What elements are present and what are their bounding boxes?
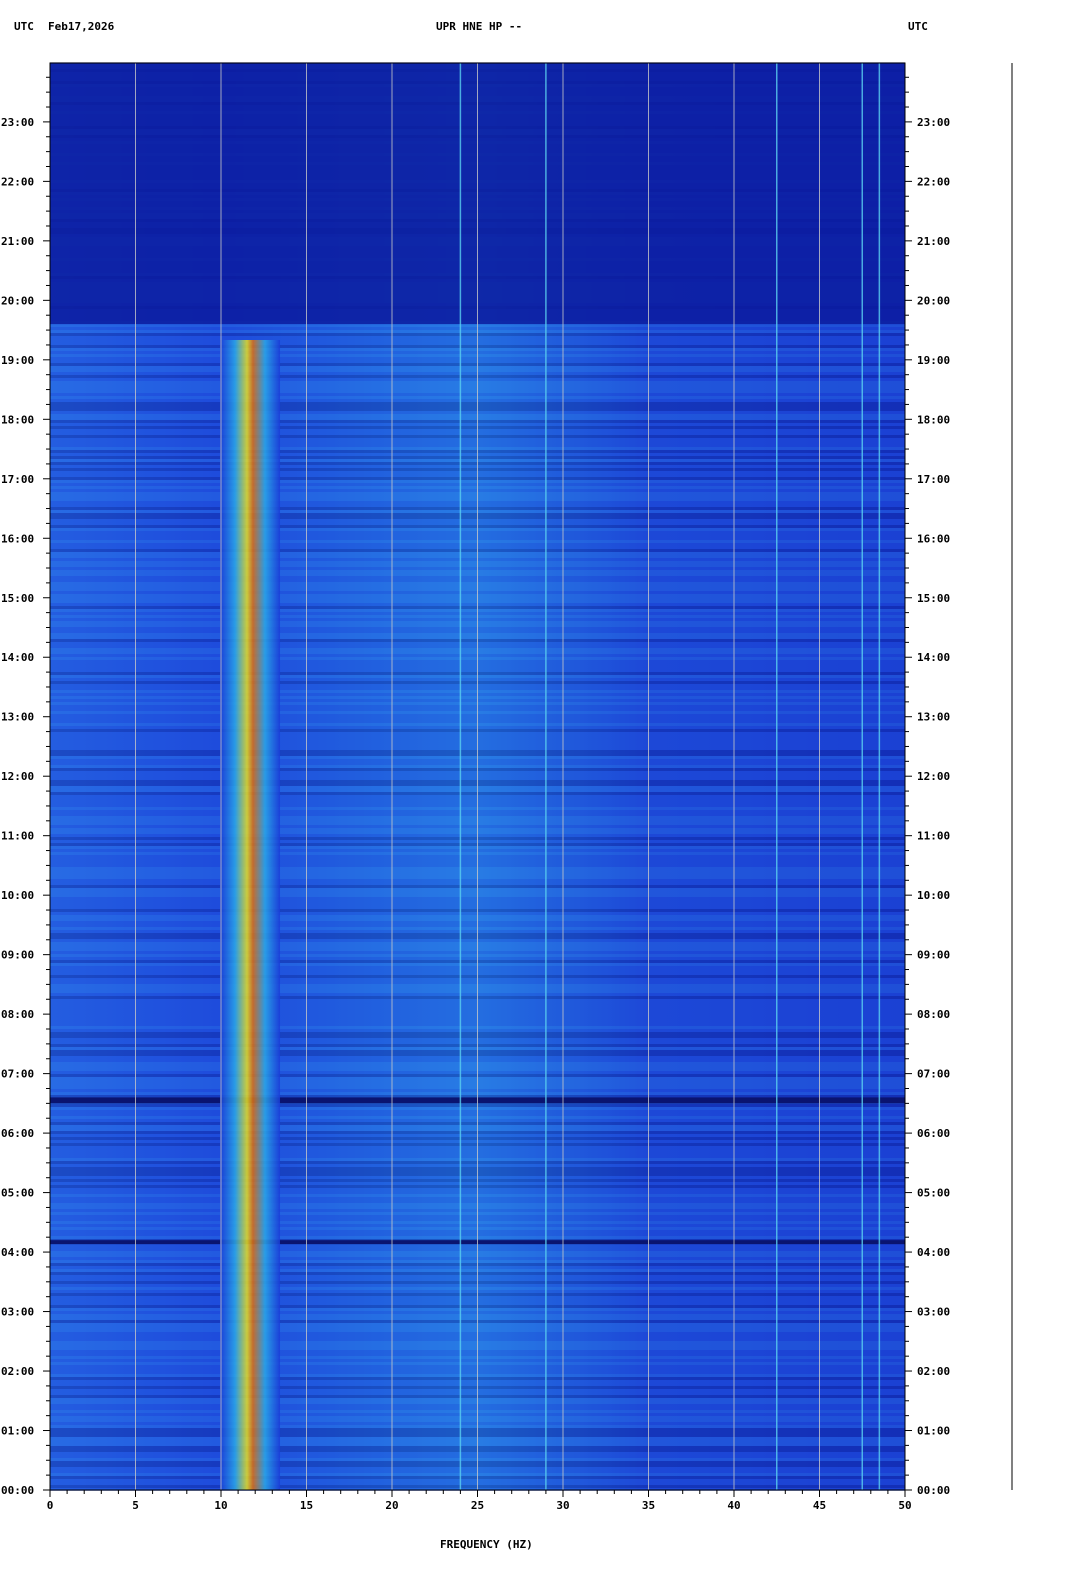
y-tick-label: 07:00 bbox=[917, 1068, 950, 1081]
y-tick-label: 00:00 bbox=[917, 1484, 950, 1497]
x-tick-label: 15 bbox=[300, 1499, 313, 1512]
y-tick-label: 14:00 bbox=[1, 651, 34, 664]
y-tick-label: 09:00 bbox=[1, 949, 34, 962]
y-tick-label: 10:00 bbox=[917, 889, 950, 902]
x-tick-label: 5 bbox=[132, 1499, 139, 1512]
y-tick-label: 17:00 bbox=[1, 473, 34, 486]
y-tick-label: 06:00 bbox=[917, 1127, 950, 1140]
time-axis-right: 00:00 01:00 02:00 03:00 04:00 05:00 06:00 07:00… bbox=[905, 76, 950, 1497]
y-tick-label: 08:00 bbox=[1, 1008, 34, 1021]
y-tick-label: 22:00 bbox=[1, 175, 34, 188]
y-tick-label: 21:00 bbox=[1, 235, 34, 248]
y-tick-label: 22:00 bbox=[917, 175, 950, 188]
plot-area bbox=[49, 62, 906, 1491]
utc-label-left: UTC bbox=[14, 20, 34, 33]
y-tick-label: 04:00 bbox=[1, 1246, 34, 1259]
y-tick-label: 16:00 bbox=[1, 532, 34, 545]
y-tick-label: 20:00 bbox=[917, 294, 950, 307]
y-tick-label: 23:00 bbox=[917, 116, 950, 129]
y-tick-label: 05:00 bbox=[917, 1187, 950, 1200]
y-tick-label: 23:00 bbox=[1, 116, 34, 129]
y-tick-label: 19:00 bbox=[917, 354, 950, 367]
y-tick-label: 02:00 bbox=[917, 1365, 950, 1378]
x-tick-label: 40 bbox=[727, 1499, 740, 1512]
y-tick-label: 19:00 bbox=[1, 354, 34, 367]
spectral-lines bbox=[459, 63, 881, 1490]
y-tick-label: 01:00 bbox=[1, 1425, 34, 1438]
x-axis-label: FREQUENCY (HZ) bbox=[440, 1538, 533, 1551]
y-tick-label: 02:00 bbox=[1, 1365, 34, 1378]
y-tick-label: 15:00 bbox=[1, 592, 34, 605]
y-tick-label: 11:00 bbox=[917, 830, 950, 843]
y-tick-label: 21:00 bbox=[917, 235, 950, 248]
y-tick-label: 13:00 bbox=[1, 711, 34, 724]
time-axis-left: 00:00 01:00 02:00 03:00 04:00 05:00 06:00 07:00… bbox=[1, 76, 50, 1497]
y-tick-label: 03:00 bbox=[1, 1306, 34, 1319]
y-tick-label: 15:00 bbox=[917, 592, 950, 605]
y-tick-label: 12:00 bbox=[1, 770, 34, 783]
y-tick-label: 13:00 bbox=[917, 711, 950, 724]
y-tick-label: 17:00 bbox=[917, 473, 950, 486]
y-tick-label: 03:00 bbox=[917, 1306, 950, 1319]
utc-label-right: UTC bbox=[908, 20, 928, 33]
y-tick-label: 12:00 bbox=[917, 770, 950, 783]
energy-band bbox=[220, 340, 280, 1490]
y-tick-label: 14:00 bbox=[917, 651, 950, 664]
x-tick-label: 35 bbox=[642, 1499, 655, 1512]
frequency-axis: 0 5 10 15 20 25 30 35 40 45 50 bbox=[47, 1490, 912, 1512]
y-tick-label: 05:00 bbox=[1, 1187, 34, 1200]
y-tick-label: 16:00 bbox=[917, 532, 950, 545]
x-tick-label: 25 bbox=[471, 1499, 484, 1512]
x-tick-label: 10 bbox=[214, 1499, 227, 1512]
y-tick-label: 07:00 bbox=[1, 1068, 34, 1081]
y-tick-label: 04:00 bbox=[917, 1246, 950, 1259]
chart-title: UPR HNE HP -- bbox=[436, 20, 522, 33]
y-tick-label: 18:00 bbox=[917, 413, 950, 426]
x-tick-label: 50 bbox=[898, 1499, 911, 1512]
y-tick-label: 11:00 bbox=[1, 830, 34, 843]
date-label: Feb17,2026 bbox=[48, 20, 115, 33]
x-tick-label: 20 bbox=[385, 1499, 398, 1512]
y-tick-label: 06:00 bbox=[1, 1127, 34, 1140]
y-tick-label: 00:00 bbox=[1, 1484, 34, 1497]
y-tick-label: 18:00 bbox=[1, 413, 34, 426]
frequency-gridlines bbox=[135, 63, 820, 1490]
x-tick-label: 0 bbox=[47, 1499, 54, 1512]
y-tick-label: 09:00 bbox=[917, 949, 950, 962]
y-tick-label: 01:00 bbox=[917, 1425, 950, 1438]
x-tick-label: 45 bbox=[813, 1499, 826, 1512]
y-tick-label: 20:00 bbox=[1, 294, 34, 307]
y-tick-label: 08:00 bbox=[917, 1008, 950, 1021]
x-tick-label: 30 bbox=[556, 1499, 569, 1512]
y-tick-label: 10:00 bbox=[1, 889, 34, 902]
